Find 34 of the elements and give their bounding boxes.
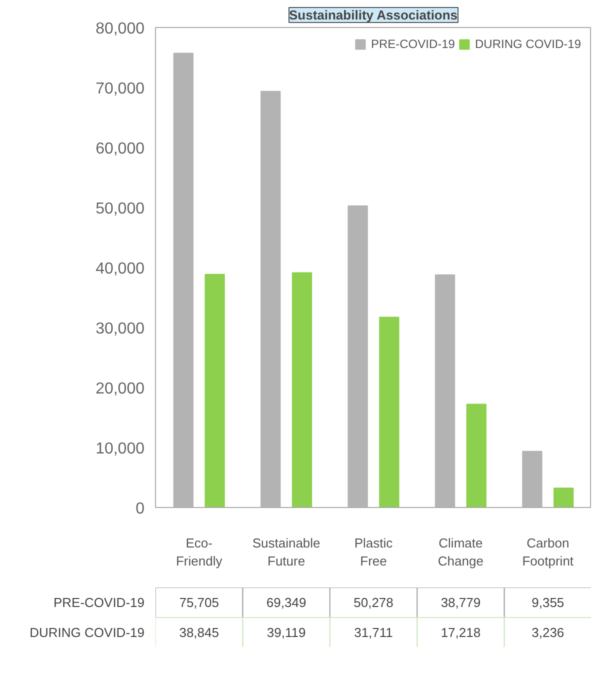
legend-label: DURING COVID-19 bbox=[474, 37, 581, 51]
data-label: 9,355 bbox=[532, 595, 564, 610]
y-tick-label: 20,000 bbox=[96, 380, 145, 398]
bar bbox=[554, 488, 574, 508]
data-label: 69,349 bbox=[266, 595, 306, 610]
y-tick-label: 70,000 bbox=[96, 80, 145, 98]
text: DURING COVID-19 bbox=[30, 625, 145, 640]
legend-label: PRE-COVID-19 bbox=[370, 37, 455, 51]
data-label: 39,119 bbox=[266, 625, 306, 640]
data-label: 17,218 bbox=[440, 625, 481, 640]
y-tick-label: 50,000 bbox=[96, 200, 145, 218]
x-tick-label: Carbon Footprint bbox=[522, 536, 574, 568]
y-tick-label: 10,000 bbox=[96, 440, 145, 458]
y-tick-label: 40,000 bbox=[96, 260, 145, 278]
data-label: 31,711 bbox=[354, 625, 393, 640]
data-label: 38,779 bbox=[440, 595, 481, 610]
data-label: 3,236 bbox=[532, 625, 564, 640]
x-tick-label: Eco- Friendly bbox=[176, 536, 223, 568]
y-tick-label: 80,000 bbox=[96, 20, 145, 38]
data-label: 50,278 bbox=[354, 595, 394, 610]
bar bbox=[292, 272, 312, 508]
x-tick-label: Sustainable Future bbox=[252, 536, 320, 568]
x-tick-label: Climate Change bbox=[438, 536, 484, 568]
x-tick-label: Plastic Free bbox=[354, 536, 394, 568]
chart-title: Sustainability Associations bbox=[288, 8, 458, 22]
data-label: 75,705 bbox=[179, 595, 219, 610]
y-tick-label: 30,000 bbox=[96, 320, 145, 338]
data-label: 38,845 bbox=[179, 625, 219, 640]
y-tick-label: 60,000 bbox=[96, 140, 145, 158]
y-tick-label: 0 bbox=[136, 500, 145, 518]
bar bbox=[204, 274, 225, 508]
text: PRE-COVID-19 bbox=[53, 595, 145, 610]
bar bbox=[466, 404, 486, 508]
bar bbox=[379, 316, 400, 508]
